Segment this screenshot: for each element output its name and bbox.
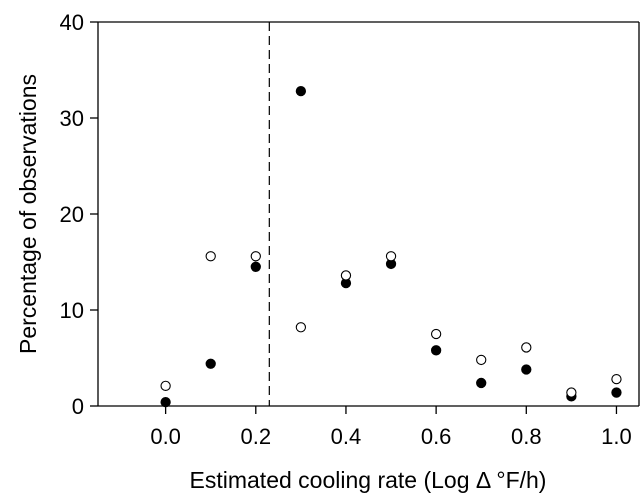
filled-data-point (250, 261, 261, 272)
plot-frame (97, 21, 640, 407)
open-data-point (566, 387, 577, 398)
x-tick-label: 0.8 (511, 424, 542, 449)
x-axis-title: Estimated cooling rate (Log Δ °F/h) (190, 467, 547, 493)
filled-data-point (611, 387, 622, 398)
filled-data-point (430, 345, 442, 356)
y-tick-label: 20 (60, 202, 84, 227)
y-tick-label: 0 (72, 394, 84, 419)
filled-data-point (295, 85, 307, 97)
x-tick-label: 0.2 (240, 424, 271, 449)
y-axis-title: Percentage of observations (15, 74, 41, 354)
open-data-point (385, 251, 397, 262)
x-tick-label: 1.0 (601, 424, 632, 449)
open-data-point (295, 322, 307, 333)
open-data-point (430, 328, 442, 340)
data-points (160, 85, 622, 408)
x-tick-label: 0.0 (150, 424, 181, 449)
open-data-point (205, 251, 216, 262)
filled-data-point (205, 358, 216, 369)
filled-data-point (476, 377, 487, 389)
filled-data-point (160, 397, 171, 408)
open-data-point (340, 270, 352, 281)
y-tick-label: 30 (60, 106, 84, 131)
open-data-point (611, 373, 622, 385)
open-data-point (160, 380, 171, 391)
x-tick-label: 0.6 (421, 424, 452, 449)
x-axis-ticks: 0.0 0.2 0.4 0.6 0.8 1.0 (150, 406, 632, 449)
x-tick-label: 0.4 (331, 424, 362, 449)
open-data-point (250, 251, 261, 262)
y-tick-label: 40 (60, 10, 84, 35)
y-tick-label: 10 (60, 298, 84, 323)
filled-data-point (521, 364, 532, 375)
y-axis-ticks: 0 10 20 30 40 (60, 10, 98, 419)
open-data-point (476, 354, 487, 366)
open-data-point (521, 342, 532, 353)
